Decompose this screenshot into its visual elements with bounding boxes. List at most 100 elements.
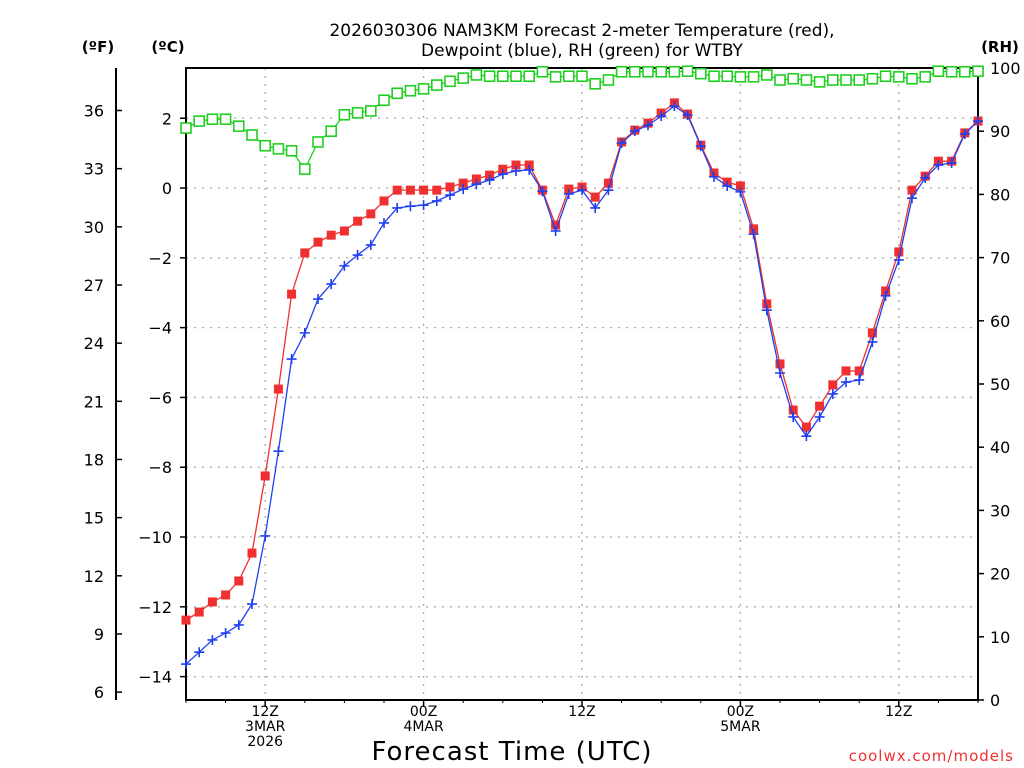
- rh-tick-label: 100: [990, 59, 1021, 78]
- fahrenheit-tick-label: 15: [84, 509, 104, 528]
- rh-point: [180, 122, 192, 134]
- rh-tick-label: 80: [990, 185, 1010, 204]
- dewpoint-point: [695, 141, 706, 152]
- fahrenheit-tick-label: 21: [84, 392, 104, 411]
- dewpoint-point: [907, 193, 917, 204]
- rh-point: [259, 139, 272, 152]
- dewpoint-point: [313, 294, 323, 305]
- dewpoint-point: [827, 388, 838, 399]
- rh-point: [391, 87, 404, 100]
- rh-unit-label: (RH): [981, 38, 1019, 56]
- dewpoint-point: [365, 239, 376, 250]
- rh-point: [602, 74, 615, 86]
- dewpoint-point: [524, 164, 535, 175]
- dewpoint-point: [220, 627, 231, 638]
- axes: 20−2−4−6−8−10−12−14363330272421181512961…: [84, 59, 1021, 750]
- rh-point: [404, 84, 417, 97]
- x-tick-label: 4MAR: [403, 719, 444, 735]
- dewpoint-point: [854, 374, 865, 385]
- x-tick-label: 3MAR: [245, 719, 286, 735]
- rh-point: [866, 72, 879, 85]
- dewpoint-point: [550, 225, 561, 236]
- dewpoint-point: [326, 279, 337, 290]
- celsius-tick-label: −14: [138, 668, 172, 687]
- rh-point: [576, 70, 588, 83]
- series-layer: [180, 65, 984, 670]
- temperature-point: [366, 209, 376, 219]
- temperature-point: [207, 597, 217, 607]
- chart-title-line1: 2026030306 NAM3KM Forecast 2-meter Tempe…: [329, 21, 834, 41]
- rh-point: [853, 74, 866, 86]
- dewpoint-point: [880, 290, 891, 301]
- dewpoint-point: [379, 217, 389, 228]
- dewpoint-point: [616, 138, 627, 149]
- rh-point: [945, 65, 958, 78]
- dewpoint-point: [497, 169, 508, 180]
- rh-point: [562, 70, 575, 83]
- fahrenheit-tick-label: 12: [84, 567, 104, 586]
- fahrenheit-tick-label: 36: [84, 101, 104, 120]
- rh-point: [668, 65, 681, 78]
- rh-point: [417, 83, 430, 95]
- dewpoint-point: [722, 180, 733, 191]
- celsius-tick-label: −8: [148, 458, 172, 477]
- rh-point: [206, 113, 219, 125]
- rh-point: [787, 72, 800, 85]
- rh-point: [694, 67, 707, 80]
- rh-tick-label: 20: [990, 565, 1010, 584]
- rh-point: [272, 143, 285, 155]
- dewpoint-point: [735, 186, 746, 197]
- dewpoint-point: [761, 305, 772, 316]
- dewpoint-point: [286, 354, 297, 365]
- temperature-point: [590, 192, 600, 202]
- rh-point: [193, 115, 205, 127]
- dewpoint-point: [563, 188, 574, 199]
- dewpoint-point: [392, 202, 403, 213]
- fahrenheit-tick-label: 6: [94, 683, 104, 702]
- rh-tick-label: 60: [990, 312, 1010, 331]
- dewpoint-point: [748, 229, 759, 240]
- grid: [186, 68, 978, 700]
- rh-point: [721, 70, 734, 83]
- temperature-point: [445, 182, 455, 192]
- dewpoint-point: [484, 175, 495, 186]
- dewpoint-point: [181, 659, 191, 670]
- rh-point: [536, 65, 549, 78]
- rh-point: [549, 71, 562, 83]
- dewpoint-point: [299, 327, 310, 338]
- rh-point: [879, 70, 892, 83]
- dewpoint-point: [260, 530, 271, 541]
- temperature-point: [405, 185, 415, 195]
- dewpoint-point: [867, 336, 878, 347]
- rh-point: [246, 129, 258, 141]
- celsius-tick-label: −4: [148, 319, 172, 338]
- temperature-point: [603, 178, 613, 188]
- fahrenheit-unit-label: (ºF): [82, 38, 114, 56]
- rh-point: [760, 69, 773, 81]
- dewpoint-point: [946, 157, 957, 168]
- temperature-point: [762, 299, 772, 309]
- temperature-point: [194, 607, 204, 617]
- temperature-point: [339, 226, 349, 236]
- temperature-point: [392, 185, 402, 195]
- rh-point: [642, 65, 654, 78]
- rh-point: [800, 74, 813, 86]
- dewpoint-point: [629, 126, 640, 137]
- temperature-point: [300, 248, 310, 258]
- rh-point: [906, 72, 918, 85]
- rh-point: [523, 70, 536, 83]
- temperature-point: [273, 384, 283, 394]
- rh-tick-label: 70: [990, 249, 1010, 268]
- temperature-point: [326, 230, 336, 240]
- temperature-point: [551, 220, 561, 230]
- dewpoint-point: [801, 431, 812, 442]
- dewpoint-point: [458, 184, 469, 195]
- rh-tick-label: 40: [990, 438, 1010, 457]
- dewpoint-point: [682, 110, 693, 121]
- dewpoint-point: [537, 186, 548, 197]
- rh-point: [972, 65, 984, 77]
- temperature-point: [801, 422, 811, 432]
- dewpoint-point: [207, 634, 218, 645]
- temperature-point: [788, 405, 798, 415]
- temperature-point: [867, 328, 877, 338]
